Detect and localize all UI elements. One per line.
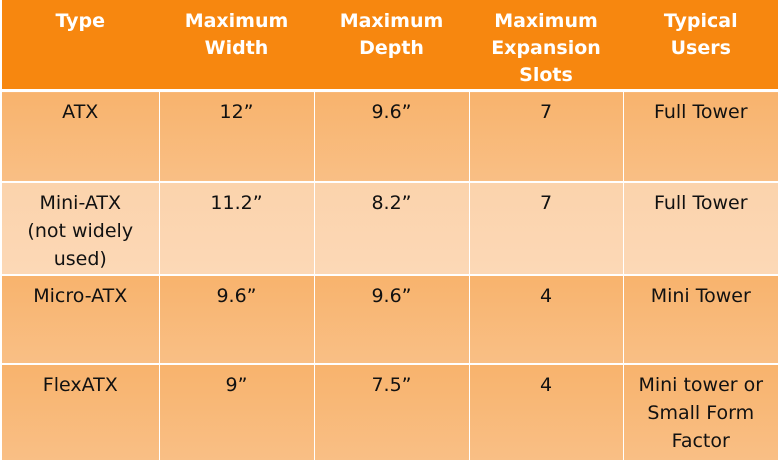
- table-header: Type Maximum Width Maximum Depth Maximum…: [2, 0, 778, 91]
- cell-type: Micro-ATX: [2, 274, 160, 365]
- table-row: ATX 12” 9.6” 7 Full Tower: [2, 90, 778, 183]
- cell-max-width: 9.6”: [159, 274, 315, 365]
- header-max-width: Maximum Width: [159, 0, 315, 91]
- cell-max-depth: 9.6”: [314, 274, 470, 365]
- cell-max-depth: 9.6”: [314, 90, 470, 183]
- header-max-depth: Maximum Depth: [314, 0, 470, 91]
- cell-type: FlexATX: [2, 363, 160, 463]
- cell-max-width: 12”: [159, 90, 315, 183]
- table-row: Micro-ATX 9.6” 9.6” 4 Mini Tower: [2, 274, 778, 365]
- cell-max-width: 9”: [159, 363, 315, 463]
- table-row: Mini-ATX (not widely used) 11.2” 8.2” 7 …: [2, 181, 778, 276]
- cell-expansion-slots: 7: [469, 181, 624, 276]
- cell-expansion-slots: 7: [469, 90, 624, 183]
- cell-expansion-slots: 4: [469, 363, 624, 463]
- cell-typical-users: Mini Tower: [623, 274, 778, 365]
- header-typical-users: Typical Users: [623, 0, 778, 91]
- cell-typical-users: Full Tower: [623, 181, 778, 276]
- table-body: ATX 12” 9.6” 7 Full Tower Mini-ATX (not …: [2, 90, 778, 463]
- cell-max-width: 11.2”: [159, 181, 315, 276]
- cell-expansion-slots: 4: [469, 274, 624, 365]
- table-row: FlexATX 9” 7.5” 4 Mini tower or Small Fo…: [2, 363, 778, 463]
- header-max-expansion-slots: Maximum Expansion Slots: [469, 0, 624, 91]
- cell-type: Mini-ATX (not widely used): [2, 181, 160, 276]
- cell-typical-users: Mini tower or Small Form Factor: [623, 363, 778, 463]
- cell-max-depth: 8.2”: [314, 181, 470, 276]
- cell-max-depth: 7.5”: [314, 363, 470, 463]
- header-type: Type: [2, 0, 160, 91]
- header-row: Type Maximum Width Maximum Depth Maximum…: [2, 0, 778, 91]
- cell-typical-users: Full Tower: [623, 90, 778, 183]
- cell-type: ATX: [2, 90, 160, 183]
